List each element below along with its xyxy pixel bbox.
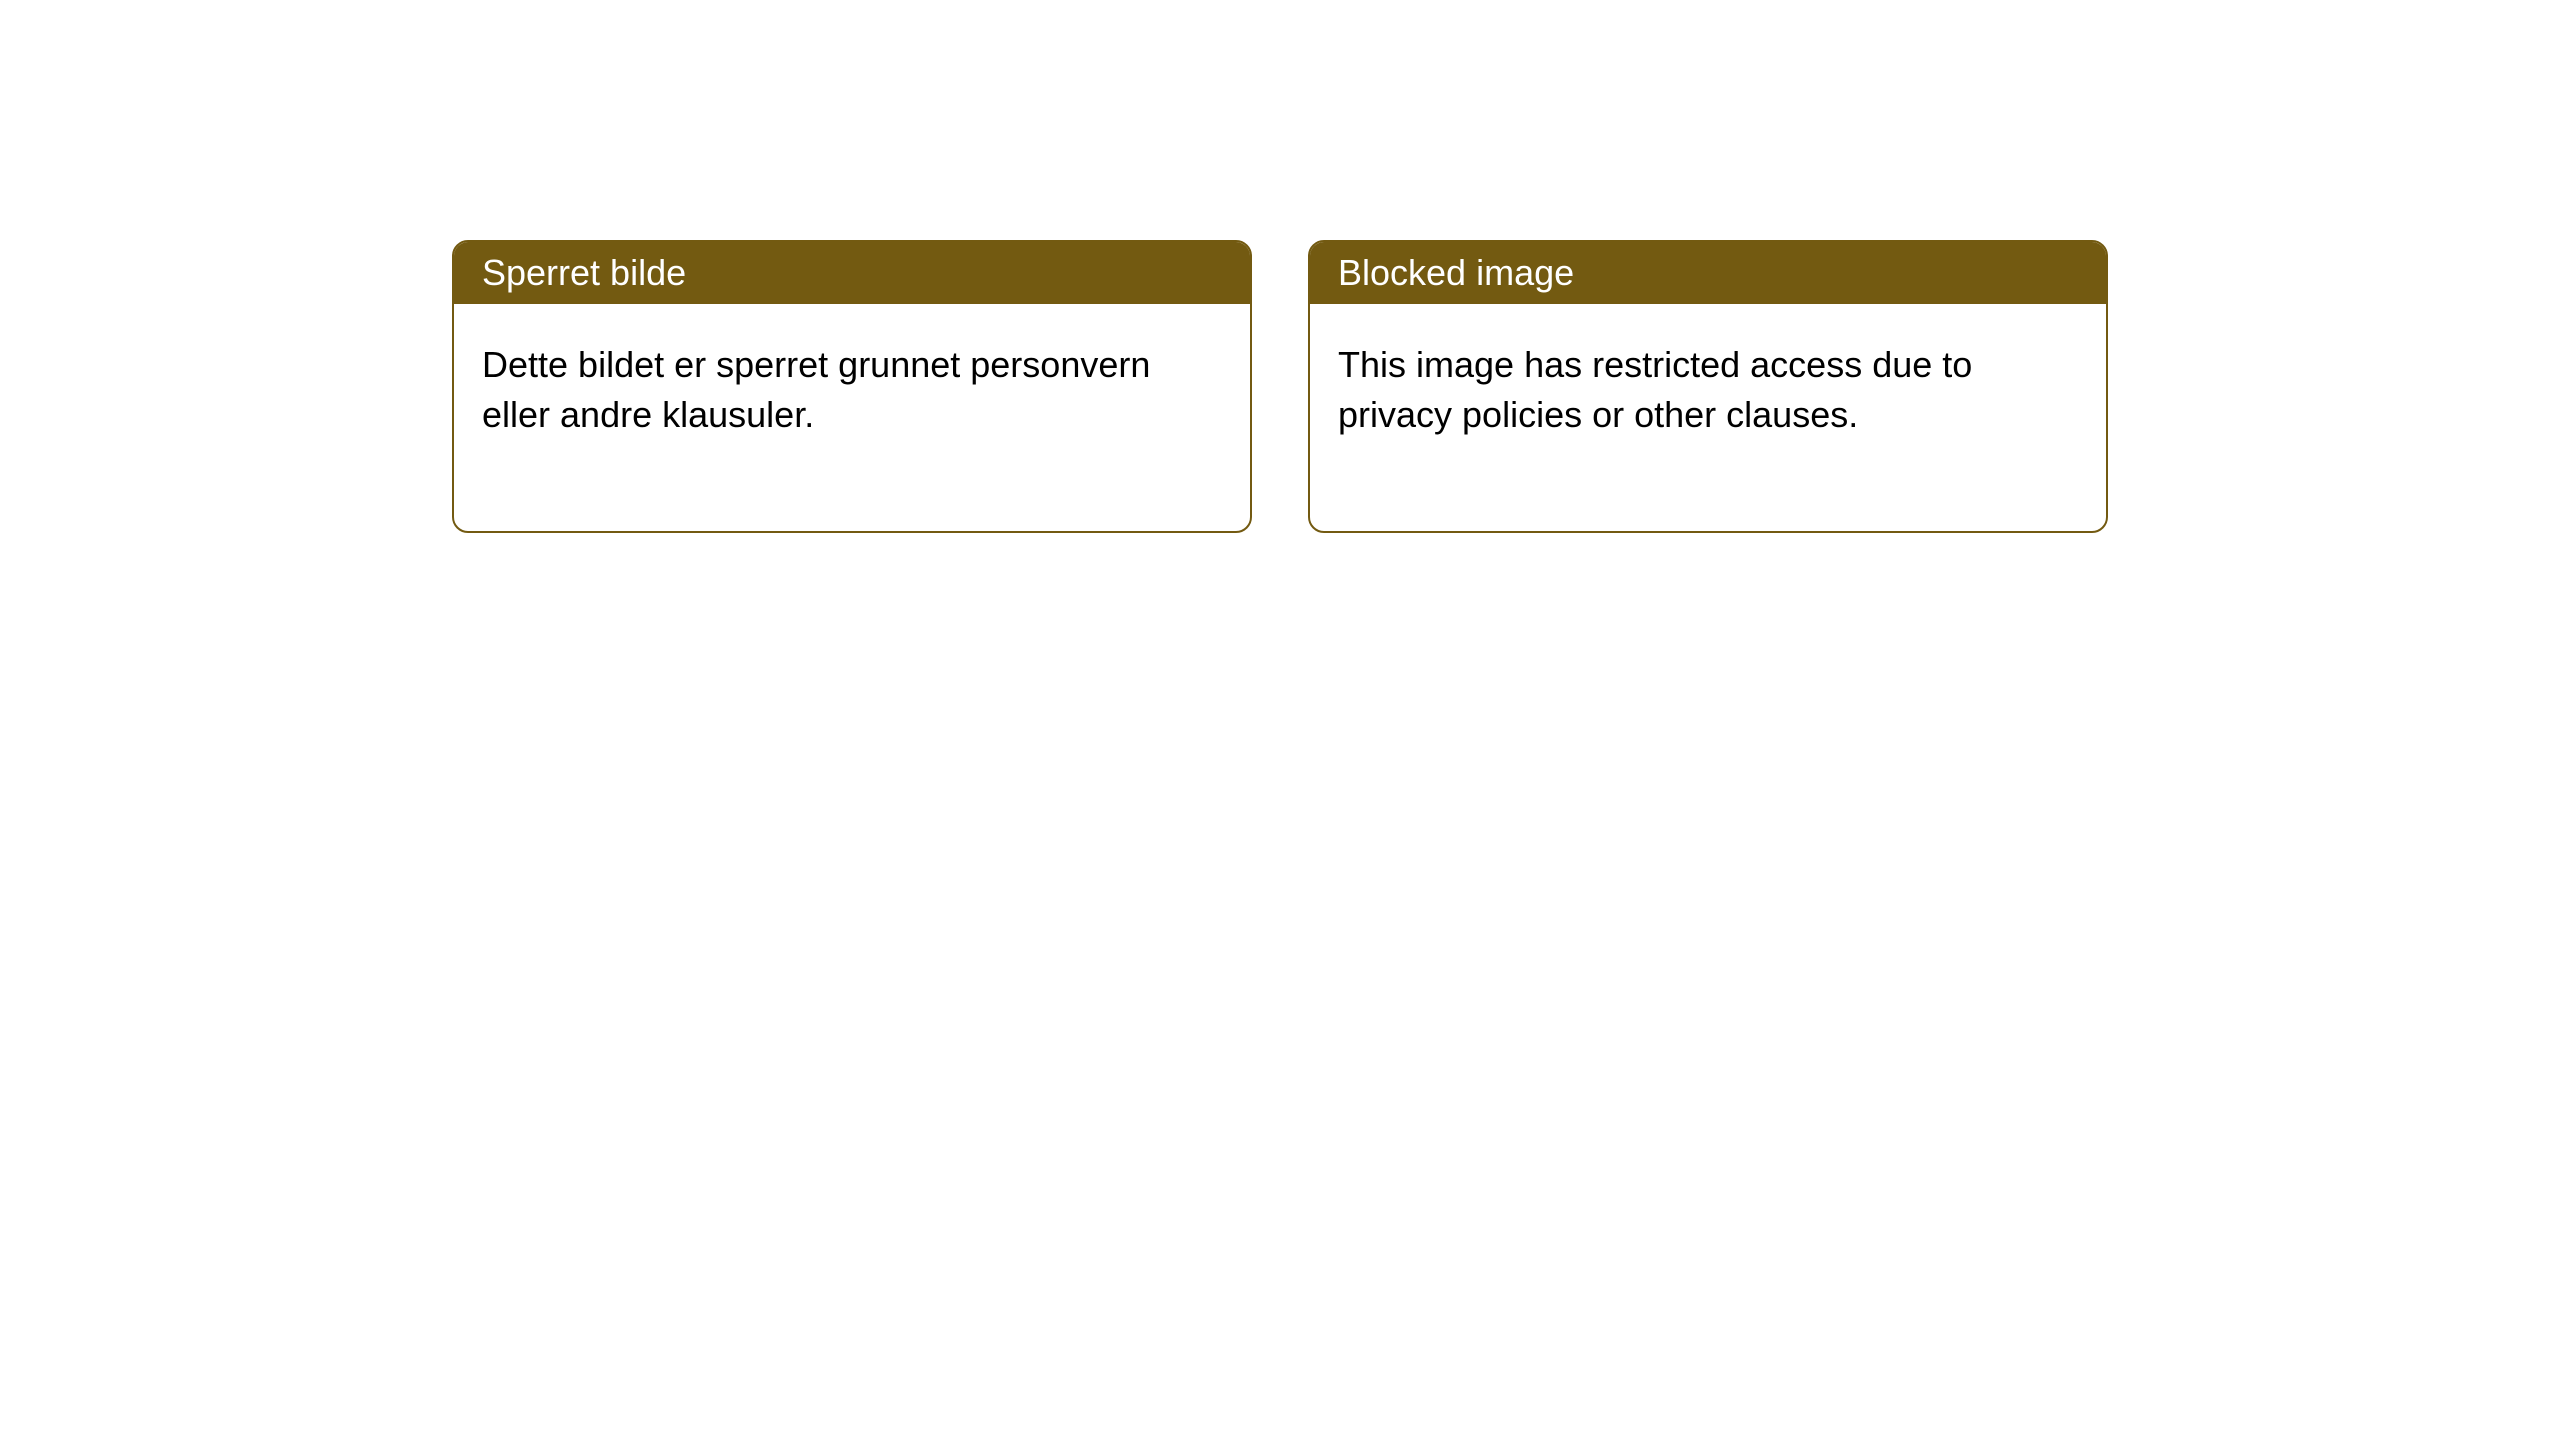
- card-body: Dette bildet er sperret grunnet personve…: [454, 304, 1250, 531]
- blocked-card-norwegian: Sperret bilde Dette bildet er sperret gr…: [452, 240, 1252, 533]
- card-title: Blocked image: [1338, 252, 1574, 293]
- blocked-card-english: Blocked image This image has restricted …: [1308, 240, 2108, 533]
- card-message: Dette bildet er sperret grunnet personve…: [482, 344, 1150, 435]
- card-header: Blocked image: [1310, 242, 2106, 304]
- card-title: Sperret bilde: [482, 252, 686, 293]
- card-body: This image has restricted access due to …: [1310, 304, 2106, 531]
- blocked-image-cards: Sperret bilde Dette bildet er sperret gr…: [452, 240, 2108, 533]
- card-header: Sperret bilde: [454, 242, 1250, 304]
- card-message: This image has restricted access due to …: [1338, 344, 1972, 435]
